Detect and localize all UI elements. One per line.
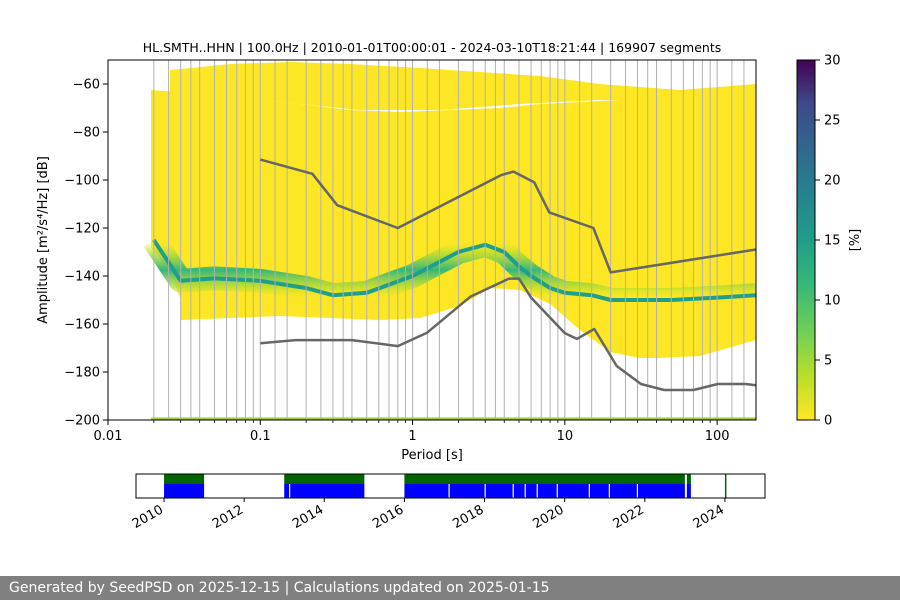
data-gap xyxy=(608,484,610,498)
y-tick-label: −120 xyxy=(64,222,100,237)
y-tick-label: −80 xyxy=(73,126,100,141)
x-tick-label: 10 xyxy=(557,429,574,444)
available-data-bar xyxy=(284,484,365,498)
colorbar xyxy=(796,59,816,421)
colorbar-tick-label: 5 xyxy=(824,354,832,369)
timeline-tick-label: 2020 xyxy=(531,502,567,532)
data-gap xyxy=(524,484,526,498)
x-tick-label: 0.1 xyxy=(250,429,271,444)
psd-heatmap xyxy=(143,62,756,420)
nlnm-curve xyxy=(260,277,756,392)
footer: Generated by SeedPSD on 2025-12-15 | Cal… xyxy=(0,576,900,600)
timeline-axis: 2010 2012 2014 2016 2018 2020 2022 2024 xyxy=(130,498,727,532)
used-data-bar xyxy=(404,474,685,484)
colorbar-tick-label: 10 xyxy=(824,294,841,309)
y-axis: −60 −80 −100 −120 −140 −160 −180 −200 xyxy=(64,78,108,429)
data-gap xyxy=(636,484,638,498)
psd-figure: HL.SMTH..HHN | 100.0Hz | 2010-01-01T00:0… xyxy=(36,40,863,532)
x-tick-label: 1 xyxy=(408,429,416,444)
data-gap xyxy=(512,484,514,498)
colorbar-tick-label: 25 xyxy=(824,114,841,129)
x-tick-label: 100 xyxy=(705,429,730,444)
colorbar-tick-label: 30 xyxy=(824,54,841,69)
probability-envelope xyxy=(151,90,756,358)
colorbar-label: [%] xyxy=(848,229,863,252)
late-data-bar xyxy=(724,474,727,498)
data-gap xyxy=(536,484,538,498)
x-axis: 0.01 0.1 1 10 100 xyxy=(94,420,730,444)
used-data-bar xyxy=(686,474,691,484)
timeline-tick-label: 2010 xyxy=(130,502,166,532)
footer-text: Generated by SeedPSD on 2025-12-15 | Cal… xyxy=(9,580,550,596)
colorbar-ticks: 0 5 10 15 20 25 30 xyxy=(815,54,841,429)
timeline-tick-label: 2012 xyxy=(210,502,246,532)
nhnm-curve xyxy=(259,158,756,274)
noise-models xyxy=(259,158,756,392)
y-tick-label: −160 xyxy=(64,318,100,333)
used-data-bar xyxy=(164,474,205,484)
timeline-border xyxy=(135,473,766,499)
timeline-tick-label: 2016 xyxy=(370,502,406,532)
data-gap xyxy=(289,484,291,498)
mode-core xyxy=(152,238,756,302)
timeline-tick-label: 2018 xyxy=(450,502,486,532)
high-noise-speckle xyxy=(170,62,756,110)
data-gap xyxy=(588,484,590,498)
y-tick-label: −180 xyxy=(64,366,100,381)
grid xyxy=(153,60,745,420)
colorbar-tick-label: 15 xyxy=(824,234,841,249)
available-data-bar xyxy=(164,484,205,498)
data-gap xyxy=(448,484,450,498)
x-tick-label: 0.01 xyxy=(94,429,123,444)
timeline-tracks xyxy=(164,474,727,498)
x-axis-label: Period [s] xyxy=(401,448,463,463)
used-data-bar xyxy=(284,474,365,484)
timeline-tick-label: 2022 xyxy=(611,502,647,532)
plot-frame xyxy=(107,59,757,421)
y-tick-label: −60 xyxy=(73,78,100,93)
y-tick-label: −100 xyxy=(64,174,100,189)
y-tick-label: −140 xyxy=(64,270,100,285)
timeline-tick-label: 2014 xyxy=(290,502,326,532)
data-gap xyxy=(484,484,486,498)
available-data-bar xyxy=(686,484,691,498)
colorbar-tick-label: 20 xyxy=(824,174,841,189)
colorbar-tick-label: 0 xyxy=(824,414,832,429)
data-gap xyxy=(556,484,558,498)
y-axis-label: Amplitude [m²/s⁴/Hz] [dB] xyxy=(36,156,51,324)
available-data-bar xyxy=(404,484,685,498)
timeline-tick-label: 2024 xyxy=(691,502,727,532)
chart-title: HL.SMTH..HHN | 100.0Hz | 2010-01-01T00:0… xyxy=(143,40,722,55)
y-tick-label: −200 xyxy=(64,414,100,429)
